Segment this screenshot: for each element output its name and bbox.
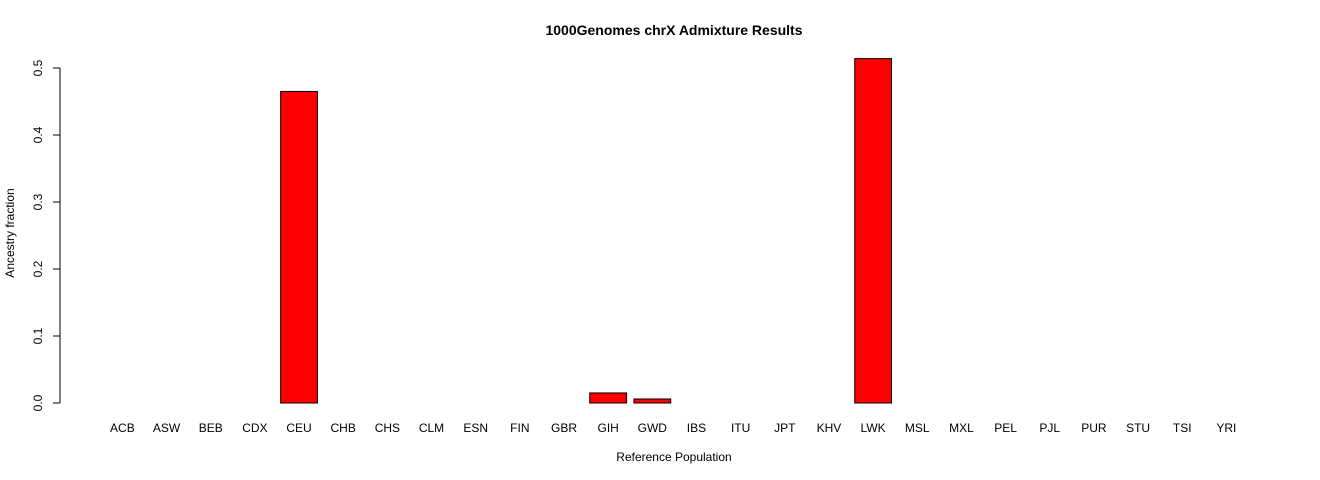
x-tick-label: YRI — [1216, 421, 1236, 435]
x-tick-label: CLM — [419, 421, 444, 435]
x-tick-label: TSI — [1173, 421, 1192, 435]
bar-lwk — [854, 58, 893, 404]
x-axis-label: Reference Population — [616, 450, 731, 464]
y-tick-label: 0.0 — [31, 394, 45, 411]
x-tick-labels: ACB ASW BEB CDX CEU CHB CHS CLM ESN FIN GBR GIH GWD I… — [110, 421, 1236, 435]
y-tick-label: 0.2 — [31, 260, 45, 277]
x-tick-label: PUR — [1081, 421, 1107, 435]
y-tick-label: 0.3 — [31, 193, 45, 210]
y-axis-label: Ancestry fraction — [3, 188, 17, 277]
x-tick-label: CEU — [286, 421, 311, 435]
x-tick-label: LWK — [861, 421, 886, 435]
x-tick-label: PEL — [994, 421, 1017, 435]
x-tick-label: ASW — [153, 421, 181, 435]
bar-gih — [589, 392, 628, 404]
x-tick-label: GWD — [638, 421, 668, 435]
x-tick-label: CDX — [242, 421, 267, 435]
x-tick-label: ESN — [463, 421, 488, 435]
x-tick-label: STU — [1126, 421, 1150, 435]
x-tick-label: ACB — [110, 421, 135, 435]
y-tick-label: 0.4 — [31, 126, 45, 143]
y-tick-label: 0.1 — [31, 327, 45, 344]
x-tick-label: GIH — [597, 421, 618, 435]
x-tick-label: CHS — [375, 421, 400, 435]
x-tick-label: FIN — [510, 421, 529, 435]
bar-gwd — [633, 398, 672, 404]
x-tick-label: CHB — [331, 421, 356, 435]
x-tick-label: ITU — [731, 421, 750, 435]
x-tick-label: MXL — [949, 421, 974, 435]
x-tick-label: KHV — [817, 421, 842, 435]
x-tick-label: PJL — [1039, 421, 1060, 435]
x-tick-label: IBS — [687, 421, 706, 435]
bars-group — [280, 58, 893, 404]
x-tick-label: JPT — [774, 421, 796, 435]
x-tick-label: MSL — [905, 421, 930, 435]
y-tick-label: 0.5 — [31, 59, 45, 76]
chart-title: 1000Genomes chrX Admixture Results — [545, 22, 802, 38]
y-axis: 0.0 0.1 0.2 0.3 0.4 0.5 — [31, 59, 61, 411]
x-tick-label: BEB — [199, 421, 223, 435]
bar-ceu — [280, 90, 318, 404]
x-tick-label: GBR — [551, 421, 577, 435]
